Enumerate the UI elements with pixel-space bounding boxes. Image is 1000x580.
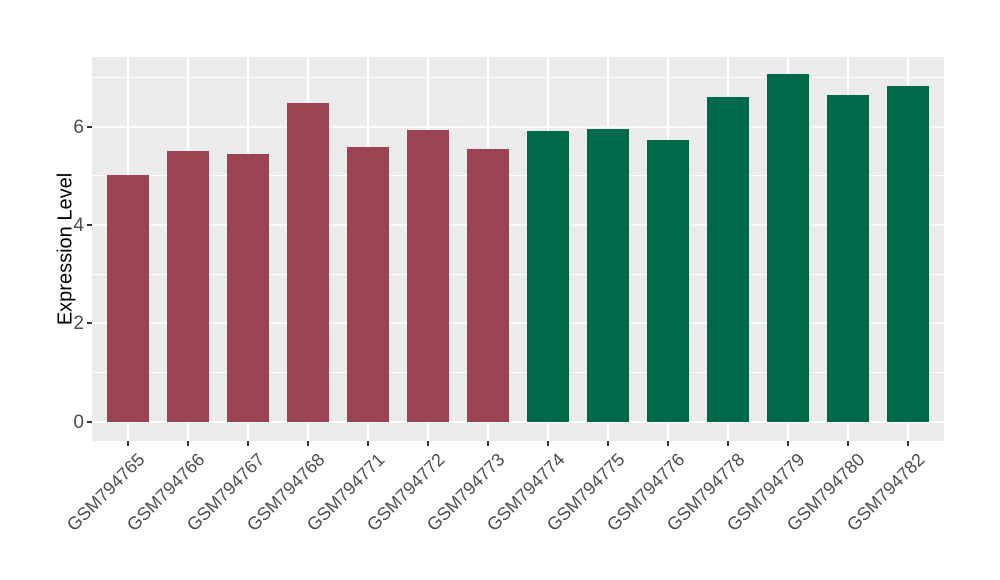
gridline-minor-y-3 <box>92 273 944 275</box>
x-tick-mark-GSM794771 <box>367 441 369 446</box>
gridline-major-y-2 <box>92 322 944 325</box>
x-tick-mark-GSM794767 <box>247 441 249 446</box>
x-tick-mark-GSM794776 <box>667 441 669 446</box>
x-tick-mark-GSM794778 <box>727 441 729 446</box>
x-tick-mark-GSM794772 <box>427 441 429 446</box>
y-tick-mark-0 <box>87 420 92 423</box>
bar-GSM794773 <box>467 149 509 422</box>
y-tick-mark-6 <box>87 125 92 128</box>
gridline-major-y-4 <box>92 224 944 227</box>
bar-GSM794771 <box>347 146 389 422</box>
gridline-minor-y-7 <box>92 77 944 79</box>
x-tick-mark-GSM794773 <box>487 441 489 446</box>
gridline-minor-y-1 <box>92 372 944 374</box>
bar-GSM794765 <box>107 175 149 422</box>
bar-GSM794768 <box>287 103 329 422</box>
x-tick-mark-GSM794765 <box>127 441 129 446</box>
x-tick-mark-GSM794782 <box>907 441 909 446</box>
bar-GSM794780 <box>827 94 869 422</box>
bar-GSM794772 <box>407 130 449 422</box>
bar-GSM794782 <box>887 85 929 422</box>
gridline-minor-y-5 <box>92 175 944 177</box>
bar-GSM794774 <box>527 130 569 422</box>
bar-GSM794776 <box>647 139 689 422</box>
bar-GSM794767 <box>227 153 269 422</box>
y-tick-label-6: 6 <box>73 116 84 138</box>
y-tick-label-0: 0 <box>73 411 84 433</box>
bar-GSM794775 <box>587 128 629 422</box>
y-tick-mark-4 <box>87 224 92 227</box>
y-axis-title: Expression Level <box>54 172 77 326</box>
x-tick-mark-GSM794766 <box>187 441 189 446</box>
gridline-major-y-6 <box>92 125 944 128</box>
y-tick-mark-2 <box>87 322 92 325</box>
x-tick-mark-GSM794768 <box>307 441 309 446</box>
gridline-major-y-0 <box>92 420 944 423</box>
bar-GSM794779 <box>767 74 809 422</box>
x-tick-mark-GSM794774 <box>547 441 549 446</box>
x-tick-mark-GSM794775 <box>607 441 609 446</box>
x-tick-mark-GSM794779 <box>787 441 789 446</box>
bar-GSM794766 <box>167 150 209 422</box>
plot-panel <box>92 57 944 441</box>
x-tick-mark-GSM794780 <box>847 441 849 446</box>
y-tick-label-2: 2 <box>73 313 84 335</box>
bar-GSM794778 <box>707 96 749 422</box>
y-tick-label-4: 4 <box>73 215 84 237</box>
